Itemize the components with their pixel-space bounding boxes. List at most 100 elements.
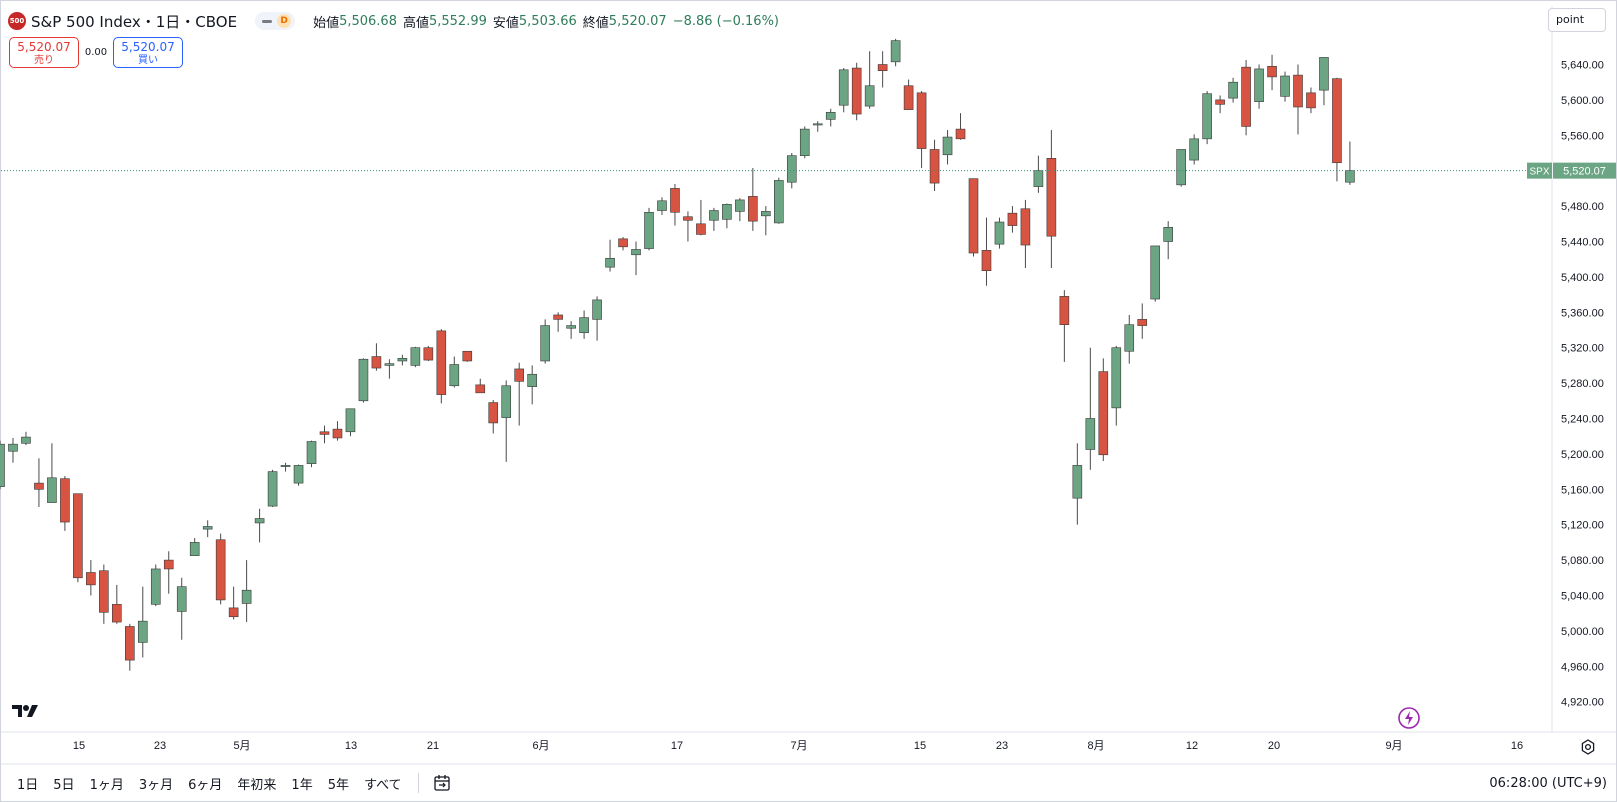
timeframe-1m[interactable]: 1ヶ月 [89,777,124,793]
candle-body-down [1020,208,1031,246]
candle-body-down [1007,212,1018,226]
candle [475,378,486,394]
candle [1098,358,1109,461]
settings-gear-icon[interactable] [1580,739,1596,755]
candle-body-up [644,211,654,249]
candle [553,312,563,332]
candle-body-down [1293,74,1303,108]
candle-body-down [1215,99,1225,105]
price-tick-label: 5,120.00 [1561,520,1604,532]
timeframe-5d[interactable]: 5日 [53,777,75,793]
timeframe-5y[interactable]: 5年 [327,777,349,793]
price-axis-labels[interactable]: 5,640.005,600.005,560.005,520.005,480.00… [1561,60,1604,709]
candle-body-down [618,238,628,248]
candle-body-up [293,465,304,484]
price-tag-value: 5,520.07 [1563,166,1606,178]
candle [47,443,57,503]
candle-body-down [475,384,486,394]
candle-body-down [748,196,758,222]
candle [1020,199,1031,269]
symbol-title[interactable]: S&P 500 Index・1日・CBOE [31,12,238,31]
candle-body-down [86,572,96,586]
candle [488,399,499,434]
candle [267,469,278,507]
timeframe-1y[interactable]: 1年 [291,777,313,793]
candle-body-up [150,568,161,605]
timeframe-1d[interactable]: 1日 [17,777,39,793]
candle-body-down [1267,65,1277,78]
candle-body-up [21,436,31,444]
clock-timezone[interactable]: 06:28:00 (UTC+9) [1489,775,1607,791]
price-tick-label: 5,480.00 [1561,201,1604,213]
candle [99,564,109,624]
time-tick-label: 23 [996,740,1008,752]
candle-body-up [592,299,602,320]
symbol-badge[interactable]: 500 [8,12,26,30]
candle [968,178,979,257]
candle [462,350,473,362]
candle [410,346,421,368]
candle-body-down [73,493,83,579]
time-tick-label: 21 [427,740,439,752]
candle-body-up [527,373,537,387]
candle-body-up [605,258,615,268]
timeframe-all[interactable]: すべて [363,777,402,793]
candle [890,38,901,67]
calendar-goto-icon[interactable] [433,774,451,792]
candle [799,126,810,159]
candle-body-up [384,363,395,366]
legend: 500 S&P 500 Index・1日・CBOE D 始値 5,506.68 高… [8,10,779,32]
timeframe-ytd[interactable]: 年初来 [237,777,277,793]
toolbar-divider [417,773,419,793]
time-tick-label: 17 [671,740,683,752]
interval-pill[interactable]: D [255,12,296,30]
candle [1280,71,1290,102]
candle-body-up [202,526,213,530]
timeframe-6m[interactable]: 6ヶ月 [188,777,223,793]
candle [527,365,537,405]
candle-body-up [1280,75,1290,97]
buy-button[interactable]: 5,520.07 買い [113,37,183,68]
candle [605,239,615,272]
candle-body-down [332,428,343,439]
candle-body-down [215,539,226,601]
candle-body-down [929,149,940,184]
candle [812,121,823,132]
candle [1124,314,1135,364]
time-tick-label: 16 [1511,740,1523,752]
candle-body-up [176,586,187,612]
candle-body-up [890,40,901,63]
candle-body-down [553,314,563,320]
candle-body-up [189,542,200,556]
candle-body-up [709,210,719,221]
candle [670,183,680,226]
candle-body-down [877,64,888,71]
time-tick-label: 15 [73,740,85,752]
price-tick-label: 5,560.00 [1561,130,1604,142]
candle-body-down [423,347,434,361]
price-tag-symbol: SPX [1529,167,1549,178]
candle-body-up [1033,170,1044,187]
candle-body-down [514,368,525,382]
time-axis-labels[interactable]: 15 23 5月 13 21 6月 17 7月 15 23 8月 12 20 9月 16 [73,740,1523,752]
lightning-icon[interactable] [1398,707,1420,729]
sell-button[interactable]: 5,520.07 売り [9,37,79,68]
sell-price: 5,520.07 [17,40,71,54]
price-tick-label: 4,960.00 [1561,661,1604,673]
candle [1267,54,1277,91]
candle-body-up [786,155,797,183]
candle [1306,87,1316,114]
scale-mode-button[interactable]: point [1548,8,1606,32]
candle-body-up [137,620,148,643]
candle-body-up [825,111,836,120]
candle-body-down [670,188,680,213]
tradingview-logo-icon[interactable] [12,703,44,719]
candle [994,217,1005,249]
candle [1241,60,1251,136]
candle-body-up [47,477,57,503]
timeframe-3m[interactable]: 3ヶ月 [138,777,174,793]
candle-body-down [1306,92,1316,109]
price-tick-label: 5,640.00 [1561,60,1604,72]
price-tick-label: 5,240.00 [1561,414,1604,426]
